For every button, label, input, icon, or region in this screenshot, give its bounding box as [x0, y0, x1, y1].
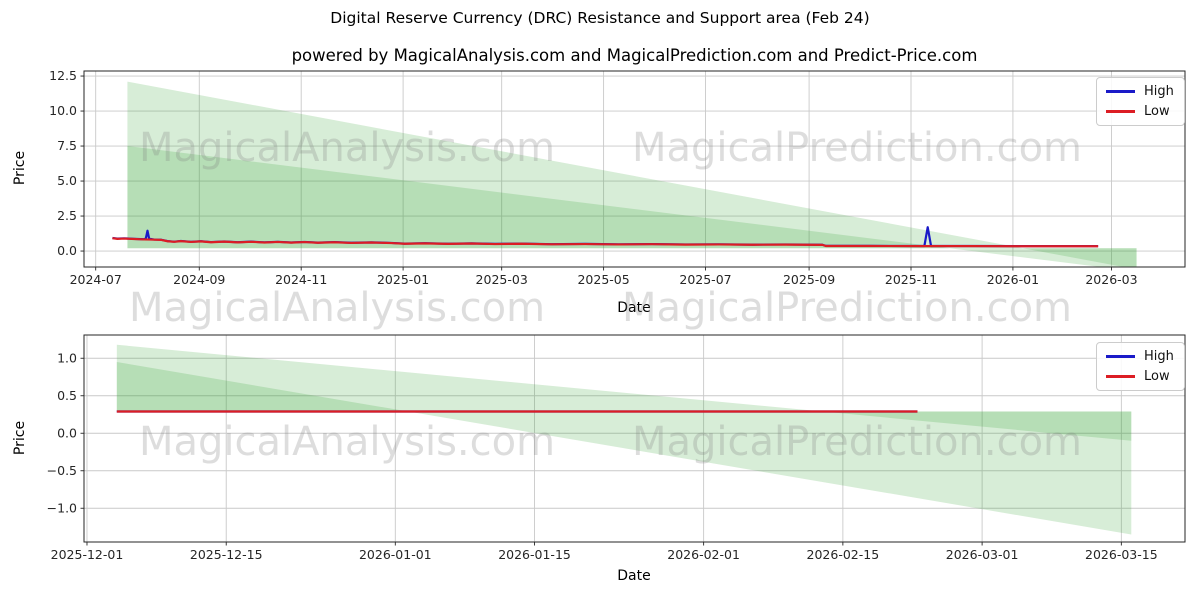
x-tick-label: 2024-11	[275, 272, 327, 287]
x-tick-label: 2025-07	[679, 272, 731, 287]
x-tick-label: 2026-03	[1085, 272, 1137, 287]
low-line	[112, 237, 1099, 248]
resistance-support-area-narrow	[127, 146, 1137, 267]
x-tick-label: 2025-01	[377, 272, 429, 287]
legend-label-high: High	[1144, 84, 1174, 99]
high-line-sample	[1106, 355, 1135, 358]
bottom-chart-border	[83, 334, 1186, 543]
bottom-chart: 2025-12-01 2025-12-15 2026-01-01 2026-01-15…	[47, 334, 1186, 562]
y-tick-label: 0.0	[57, 243, 77, 258]
y-tick-label: 0.0	[57, 425, 77, 440]
chart-title: Digital Reserve Currency (DRC) Resistanc…	[330, 9, 870, 27]
x-tick-label: 2025-12-15	[190, 547, 263, 562]
resistance-support-area-wide	[127, 81, 1137, 267]
x-tick-label: 2026-01	[987, 272, 1039, 287]
resistance-support-area-narrow	[116, 362, 1132, 535]
x-tick-label: 2026-02-15	[807, 547, 880, 562]
x-tick-label: 2025-12-01	[51, 547, 124, 562]
legend-item-low: Low	[1106, 369, 1174, 384]
chart-subtitle: powered by MagicalAnalysis.com and Magic…	[291, 46, 978, 65]
top-x-axis-label: Date	[617, 300, 651, 316]
legend-bottom: High Low	[1096, 342, 1185, 391]
y-tick-label: −1.0	[47, 500, 77, 515]
legend-top: High Low	[1096, 77, 1185, 126]
y-tick-label: 2.5	[57, 208, 77, 223]
y-tick-label: 0.5	[57, 388, 77, 403]
legend-item-high: High	[1106, 84, 1174, 99]
x-tick-label: 2026-01-15	[498, 547, 571, 562]
y-tick-label: 12.5	[49, 68, 77, 83]
bottom-x-axis-label: Date	[617, 568, 651, 584]
y-tick-label: 5.0	[57, 173, 77, 188]
y-tick-label: 7.5	[57, 138, 77, 153]
top-chart: 2024-07 2024-09 2024-11 2025-01 2025-03 2025-…	[49, 68, 1186, 287]
x-tick-label: 2024-09	[173, 272, 225, 287]
legend-item-high: High	[1106, 349, 1174, 364]
low-line-sample	[1106, 375, 1135, 378]
x-tick-label: 2025-05	[577, 272, 629, 287]
bottom-y-axis-label: Price	[12, 420, 28, 456]
legend-label-low: Low	[1144, 369, 1170, 384]
top-chart-grid: 2024-07 2024-09 2024-11 2025-01 2025-03 2025-…	[49, 68, 1185, 287]
high-line-sample	[1106, 90, 1135, 93]
top-y-axis-label: Price	[12, 150, 28, 186]
y-tick-label: 1.0	[57, 350, 77, 365]
x-tick-label: 2026-01-01	[359, 547, 432, 562]
x-tick-label: 2025-03	[476, 272, 528, 287]
legend-item-low: Low	[1106, 104, 1174, 119]
legend-label-high: High	[1144, 349, 1174, 364]
legend-label-low: Low	[1144, 104, 1170, 119]
x-tick-label: 2024-07	[70, 272, 122, 287]
x-tick-label: 2025-09	[783, 272, 835, 287]
bottom-chart-grid: 2025-12-01 2025-12-15 2026-01-01 2026-01-15…	[47, 335, 1185, 562]
low-line-sample	[1106, 110, 1135, 113]
x-tick-label: 2026-02-01	[667, 547, 740, 562]
y-tick-label: −0.5	[47, 463, 77, 478]
resistance-support-area-wide	[116, 344, 1132, 441]
y-tick-label: 10.0	[49, 103, 77, 118]
top-chart-border	[83, 70, 1186, 268]
x-tick-label: 2026-03-01	[946, 547, 1019, 562]
x-tick-label: 2025-11	[885, 272, 937, 287]
x-tick-label: 2026-03-15	[1085, 547, 1158, 562]
